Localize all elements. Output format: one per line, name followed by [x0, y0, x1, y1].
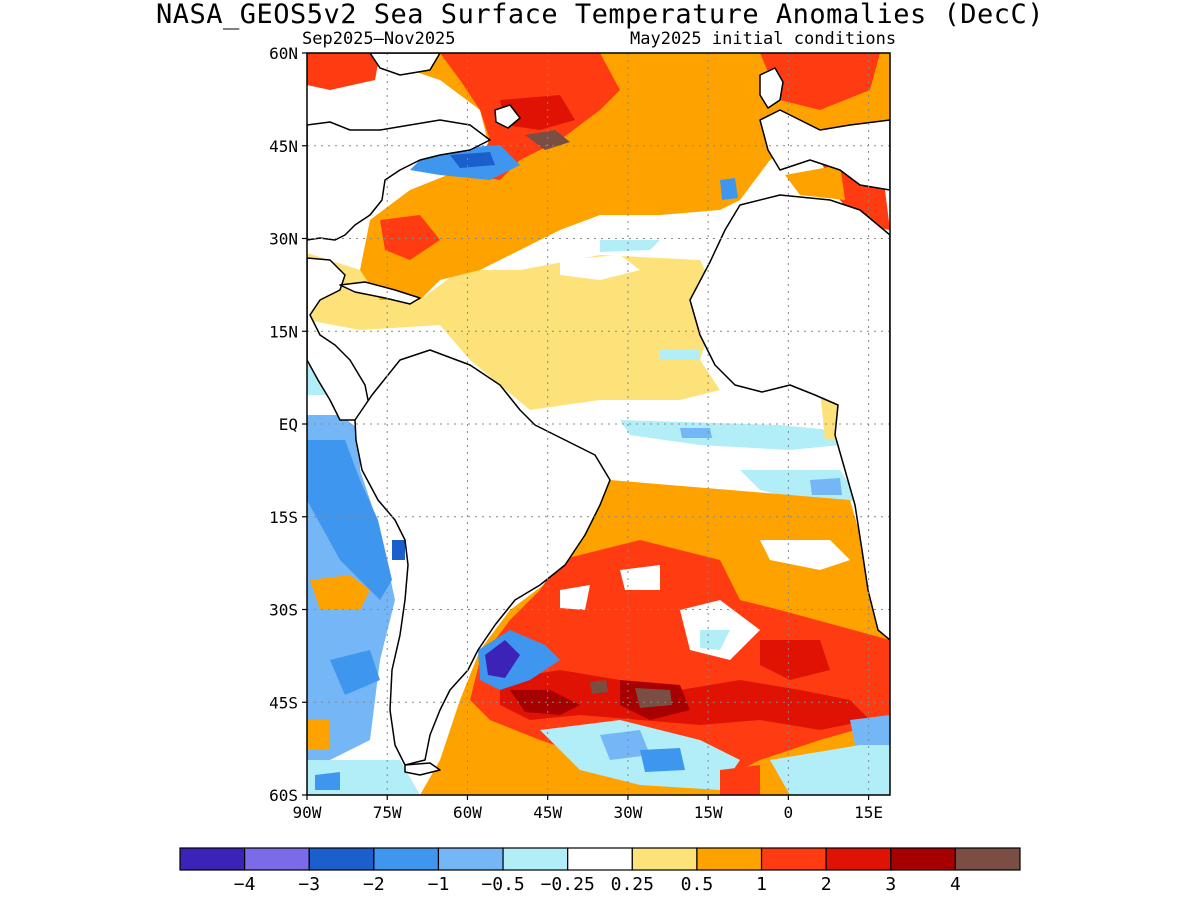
south-america-land: [354, 349, 611, 766]
colorbar-swatch: [890, 847, 956, 871]
colorbar-label: 3: [885, 874, 896, 895]
lat-tick-label: 15N: [269, 322, 298, 341]
colorbar-label: 1: [756, 874, 767, 895]
colorbar-label: −1: [428, 874, 450, 895]
pacific-anomalies: [307, 365, 420, 795]
colorbar-label: −0.25: [541, 874, 595, 895]
colorbar-label: −3: [298, 874, 320, 895]
colorbar-label: −0.5: [481, 874, 524, 895]
colorbar-swatch: [179, 847, 246, 871]
colorbar-label: 4: [950, 874, 961, 895]
colorbar-swatch: [567, 847, 633, 871]
greenland-land: [369, 53, 441, 76]
equatorial-anomalies: [620, 390, 860, 505]
colorbar-swatch: [825, 847, 892, 871]
cuba-land: [339, 281, 421, 305]
lon-tick-label: 60W: [453, 803, 482, 822]
lat-tick-label: 45S: [269, 693, 298, 712]
south-atlantic-anomalies: [420, 480, 890, 795]
colorbar-label: −2: [363, 874, 385, 895]
lat-tick-label: 60N: [269, 44, 298, 63]
forecast-period: Sep2025–Nov2025: [302, 29, 456, 49]
colorbar-swatch: [760, 847, 827, 871]
colorbar-swatch: [437, 847, 504, 871]
colorbar-swatch: [373, 847, 440, 871]
europe-land: [759, 109, 890, 191]
initial-conditions: May2025 initial conditions: [630, 29, 897, 49]
lon-tick-label: 75W: [373, 803, 402, 822]
lat-tick-label: 15S: [269, 508, 298, 527]
lon-tick-label: 45W: [533, 803, 562, 822]
africa-land: [689, 194, 890, 641]
map-area: [307, 53, 890, 795]
latitude-axis: 60N 45N 30N 15N EQ 15S 30S 45S 60S: [269, 44, 307, 805]
colorbar-swatch: [696, 847, 763, 871]
lat-tick-label: EQ: [279, 415, 298, 434]
longitude-axis: 90W 75W 60W 45W 30W 15W 0 15E: [293, 795, 883, 822]
colorbar-label: 0.5: [681, 874, 714, 895]
north-america-land: [307, 119, 491, 241]
colorbar-swatch: [954, 847, 1021, 871]
lon-tick-label: 15W: [694, 803, 723, 822]
lon-tick-label: 90W: [293, 803, 322, 822]
page-title: NASA_GEOS5v2 Sea Surface Temperature Ano…: [155, 0, 1045, 30]
british-isles-land: [759, 67, 784, 109]
map-gridlines: [307, 53, 890, 795]
lon-tick-label: 0: [784, 803, 794, 822]
tierra-del-fuego-land: [404, 762, 441, 776]
land-masses: [307, 53, 890, 776]
lat-tick-label: 30S: [269, 601, 298, 620]
lon-tick-label: 30W: [613, 803, 642, 822]
colorbar-label: 2: [821, 874, 832, 895]
colorbar-swatch: [502, 847, 569, 871]
lat-tick-label: 30N: [269, 230, 298, 249]
newfoundland-land: [494, 104, 521, 129]
lat-tick-label: 60S: [269, 786, 298, 805]
north-atlantic-anomalies: [307, 53, 890, 410]
colorbar-swatch: [244, 847, 310, 871]
colorbar-swatch: [631, 847, 698, 871]
colorbar-swatch: [308, 847, 375, 871]
colorbar-label: −4: [234, 874, 256, 895]
lon-tick-label: 15E: [854, 803, 883, 822]
lat-tick-label: 45N: [269, 137, 298, 156]
colorbar: −4 −3 −2 −1 −0.5 −0.25 0.25 0.5 1 2 3 4: [179, 847, 1021, 895]
colorbar-label: 0.25: [611, 874, 654, 895]
